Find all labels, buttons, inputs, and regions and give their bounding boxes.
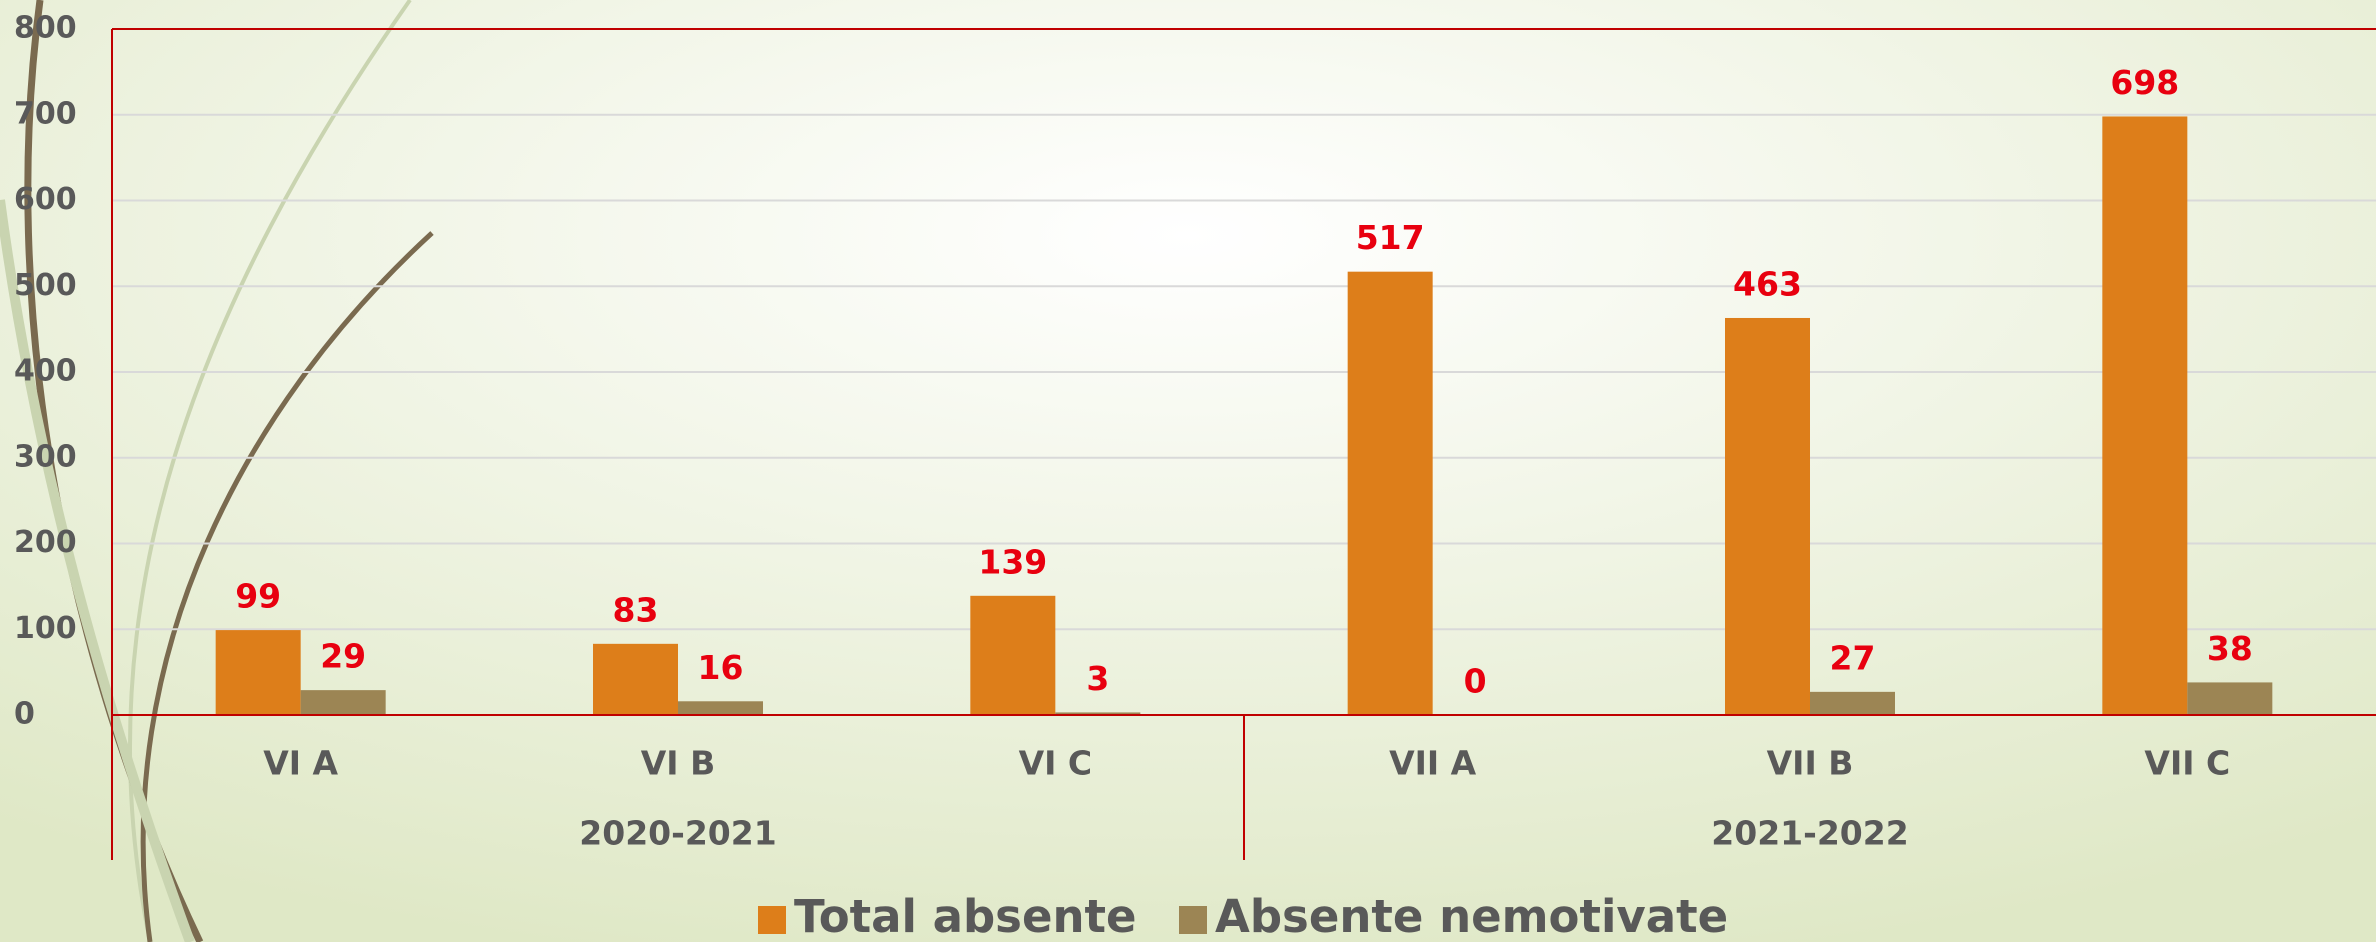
legend-swatch: [1179, 906, 1207, 934]
bar: [1348, 272, 1433, 715]
bar: [1810, 692, 1895, 715]
value-label: 0: [1464, 662, 1487, 701]
y-tick-label: 100: [14, 611, 77, 646]
y-tick-label: 200: [14, 525, 77, 560]
x-tick-label: VI C: [1019, 744, 1093, 783]
bar: [2187, 682, 2272, 715]
bar: [1725, 318, 1810, 715]
y-tick-label: 300: [14, 439, 77, 474]
chart: 0 100 200 300 400 500 600 700 800 VI A 99 29 VI B 83 1…: [0, 0, 2376, 942]
background: [0, 0, 2376, 942]
legend-label: Absente nemotivate: [1215, 890, 1728, 942]
y-tick-label: 400: [14, 354, 77, 389]
x-tick-label: VII A: [1389, 744, 1477, 783]
value-label: 698: [2110, 63, 2179, 102]
value-label: 517: [1356, 218, 1425, 257]
value-label: 3: [1086, 659, 1109, 698]
x-tick-label: VI A: [263, 744, 338, 783]
y-tick-label: 600: [14, 182, 77, 217]
y-tick-label: 800: [14, 11, 77, 46]
bar: [678, 701, 763, 715]
y-tick-label: 700: [14, 96, 77, 131]
group-label: 2021-2022: [1711, 814, 1908, 853]
x-tick-label: VII B: [1767, 744, 1854, 783]
bar: [216, 630, 301, 715]
value-label: 83: [613, 590, 659, 629]
y-tick-label: 0: [14, 697, 35, 732]
value-label: 16: [698, 648, 744, 687]
x-tick-label: VII C: [2144, 744, 2230, 783]
value-label: 99: [235, 577, 281, 616]
value-label: 38: [2207, 629, 2253, 668]
value-label: 27: [1830, 638, 1876, 677]
bar: [970, 596, 1055, 715]
bar: [301, 690, 386, 715]
y-tick-label: 500: [14, 268, 77, 303]
value-label: 463: [1733, 264, 1802, 303]
bar: [2102, 116, 2187, 715]
legend-swatch: [758, 906, 786, 934]
x-tick-label: VI B: [641, 744, 715, 783]
value-label: 29: [320, 637, 366, 676]
bar: [593, 644, 678, 715]
value-label: 139: [978, 542, 1047, 581]
legend-label: Total absente: [794, 890, 1137, 942]
group-label: 2020-2021: [579, 814, 776, 853]
